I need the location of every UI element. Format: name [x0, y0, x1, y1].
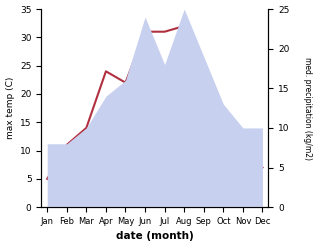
X-axis label: date (month): date (month): [116, 231, 194, 242]
Y-axis label: max temp (C): max temp (C): [5, 77, 15, 139]
Y-axis label: med. precipitation (kg/m2): med. precipitation (kg/m2): [303, 57, 313, 160]
